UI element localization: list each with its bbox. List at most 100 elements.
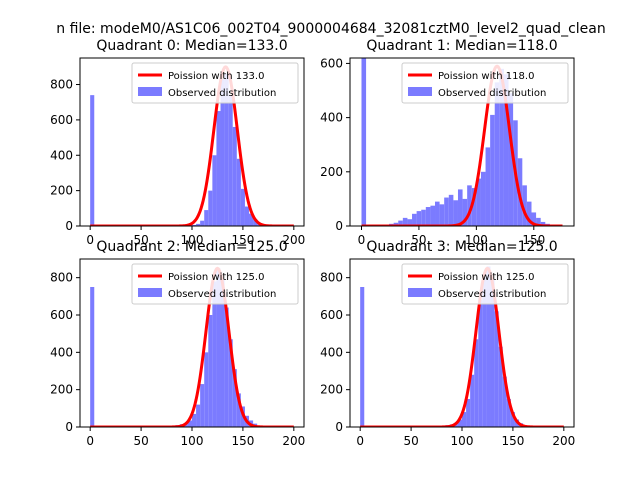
y-tick-label: 200: [320, 165, 343, 179]
histogram-bar: [467, 185, 472, 226]
figure-suptitle: n file: modeM0/AS1C06_002T04_9000004684_…: [56, 21, 605, 37]
legend-box: [131, 62, 299, 104]
histogram-bar: [412, 213, 417, 226]
y-tick-label: 600: [50, 308, 73, 322]
histogram-bar: [200, 384, 205, 427]
histogram-bar: [216, 268, 221, 427]
x-tick-label: 50: [403, 434, 418, 448]
legend-box: [401, 263, 569, 305]
histogram-bar: [220, 79, 225, 226]
fit-curve: [361, 64, 563, 226]
histogram-bar: [506, 399, 511, 427]
histogram-bar: [360, 287, 365, 427]
x-tick-label: 100: [181, 434, 204, 448]
histogram-bar: [494, 311, 499, 427]
y-tick-label: 400: [50, 345, 73, 359]
histogram-bar: [90, 287, 95, 427]
panel-title: Quadrant 1: Median=118.0: [366, 38, 557, 54]
legend-label-fit: Poission with 125.0: [438, 272, 534, 283]
y-tick-label: 400: [320, 345, 343, 359]
histogram-bar: [510, 412, 515, 427]
histogram-bar: [425, 207, 431, 226]
legend-label-hist: Observed distribution: [168, 88, 276, 99]
legend-label-fit: Poission with 118.0: [438, 71, 534, 82]
legend: Poission with 125.0 Observed distribution: [131, 263, 299, 305]
histogram-bar: [361, 58, 367, 226]
histogram-bar: [508, 93, 514, 226]
histogram-bar: [232, 126, 237, 226]
panel-title: Quadrant 0: Median=133.0: [96, 38, 287, 54]
histogram-bar: [482, 273, 487, 427]
x-tick-label: 0: [358, 233, 366, 247]
x-tick-label: 200: [282, 233, 305, 247]
y-tick-label: 0: [335, 219, 343, 233]
legend-label-fit: Poission with 133.0: [168, 71, 264, 82]
histogram-bar: [457, 189, 463, 226]
y-tick-label: 0: [65, 219, 73, 233]
x-tick-label: 50: [133, 233, 148, 247]
histogram-bar: [416, 211, 422, 226]
histogram-bar: [499, 68, 504, 226]
x-tick-label: 150: [231, 434, 254, 448]
histogram-bar: [208, 315, 213, 427]
x-tick-label: 150: [231, 233, 254, 247]
x-tick-label: 50: [133, 434, 148, 448]
legend-label-hist: Observed distribution: [168, 289, 276, 300]
histogram-bar: [187, 420, 192, 427]
histogram-bar: [462, 198, 468, 226]
histogram-bar: [249, 213, 254, 226]
histogram-bar: [220, 279, 225, 427]
histogram-bar: [531, 212, 537, 226]
histogram-bar: [498, 346, 503, 427]
legend-box: [401, 62, 569, 104]
histogram-bar: [503, 74, 509, 226]
plot-area: [361, 58, 563, 226]
x-tick-label: 50: [411, 233, 426, 247]
histogram-bar: [393, 222, 399, 226]
y-tick-label: 0: [335, 420, 343, 434]
histogram-bar: [212, 155, 217, 226]
histogram-bar: [192, 224, 197, 226]
histogram-bar: [430, 205, 436, 226]
y-tick-label: 200: [50, 184, 73, 198]
histogram-bar: [421, 209, 426, 226]
histogram-bar: [486, 266, 491, 427]
histogram-bar: [470, 374, 475, 427]
histogram-bar: [200, 220, 205, 226]
histogram-bar: [407, 219, 413, 226]
x-tick-label: 0: [86, 233, 94, 247]
panel-title: Quadrant 2: Median=125.0: [96, 239, 287, 255]
legend-label-hist: Observed distribution: [438, 289, 546, 300]
histogram-bar: [236, 158, 241, 226]
histogram-bar: [212, 281, 217, 427]
histogram-bar: [224, 307, 229, 427]
legend: Poission with 118.0 Observed distribution: [401, 62, 569, 104]
histogram-bar: [224, 73, 229, 226]
panel-1: 0 50 100 150 0 200 400 600 Poission with 118.0 Ob…: [320, 38, 575, 247]
legend-swatch-hist: [138, 87, 162, 96]
histogram-bar: [478, 300, 483, 427]
histogram-bar: [490, 279, 495, 427]
histogram-bar: [471, 188, 477, 226]
x-tick-label: 100: [465, 233, 488, 247]
histogram-bar: [522, 185, 527, 226]
histogram-bar: [204, 210, 209, 226]
histogram-bar: [398, 220, 403, 226]
histogram-bar: [480, 171, 486, 226]
histogram-bar: [240, 188, 245, 226]
x-tick-label: 200: [552, 434, 575, 448]
legend: Poission with 133.0 Observed distribution: [131, 62, 299, 104]
y-tick-label: 600: [320, 308, 343, 322]
x-tick-label: 0: [356, 434, 364, 448]
histogram-bar: [402, 217, 408, 226]
histogram-bar: [439, 204, 445, 226]
histogram-bar: [502, 376, 507, 427]
y-tick-label: 800: [50, 271, 73, 285]
x-tick-label: 100: [181, 233, 204, 247]
x-tick-label: 100: [451, 434, 474, 448]
histogram-bar: [462, 412, 467, 427]
y-tick-label: 800: [320, 271, 343, 285]
legend-swatch-hist: [408, 87, 432, 96]
histogram-bar: [494, 82, 500, 226]
